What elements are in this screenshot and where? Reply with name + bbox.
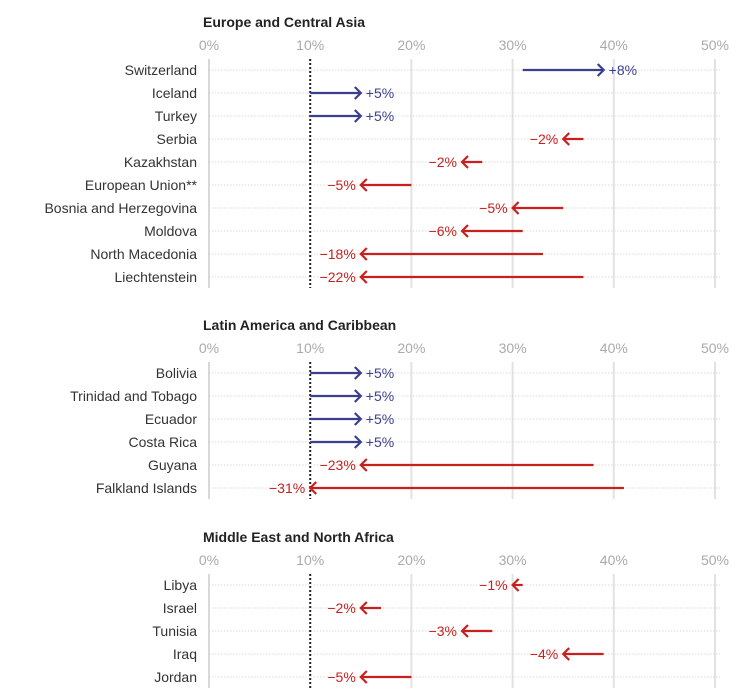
panel-title: Latin America and Caribbean	[203, 317, 396, 333]
arrowhead	[460, 224, 469, 238]
data-label: −23%	[320, 457, 356, 473]
category-label: Bosnia and Herzegovina	[44, 200, 197, 216]
category-label: Iraq	[173, 646, 197, 662]
chart-panel: Europe and Central Asia 0% 10% 20% 30% 40% 50%…	[44, 14, 729, 288]
data-label: +5%	[366, 434, 394, 450]
arrowhead	[359, 601, 368, 615]
x-tick-label: 10%	[296, 552, 324, 568]
arrowhead	[460, 624, 469, 638]
chart-panel: Middle East and North Africa 0% 10% 20% 30% 4…	[152, 529, 729, 688]
category-label: North Macedonia	[90, 246, 197, 262]
arrowhead	[359, 458, 368, 472]
data-label: −5%	[479, 200, 507, 216]
data-label: −6%	[429, 223, 457, 239]
x-tick-label: 20%	[397, 37, 425, 53]
arrowhead	[596, 63, 606, 77]
data-label: −31%	[269, 480, 305, 496]
panel-title: Middle East and North Africa	[203, 529, 394, 545]
arrowhead	[511, 201, 520, 215]
arrowhead	[354, 412, 363, 426]
panel-title: Europe and Central Asia	[203, 14, 365, 30]
category-label: Serbia	[157, 131, 198, 147]
x-tick-label: 0%	[199, 340, 219, 356]
category-label: Israel	[163, 600, 197, 616]
arrowhead	[354, 435, 363, 449]
data-label: +5%	[366, 365, 394, 381]
category-label: Guyana	[148, 457, 197, 473]
data-label: −2%	[327, 600, 355, 616]
data-label: −4%	[530, 646, 558, 662]
data-label: +5%	[366, 85, 394, 101]
category-label: Bolivia	[156, 365, 197, 381]
category-label: Liechtenstein	[114, 269, 197, 285]
arrowhead	[561, 647, 570, 661]
x-tick-label: 30%	[499, 37, 527, 53]
arrowhead	[354, 86, 363, 100]
x-tick-label: 20%	[397, 552, 425, 568]
x-tick-label: 40%	[600, 552, 628, 568]
arrowhead	[359, 247, 368, 261]
x-tick-label: 50%	[701, 552, 729, 568]
arrowhead	[359, 270, 368, 284]
x-tick-label: 0%	[199, 552, 219, 568]
chart-panel: Latin America and Caribbean 0% 10% 20% 30% 40…	[70, 317, 729, 499]
category-label: Kazakhstan	[124, 154, 197, 170]
arrowhead	[511, 578, 520, 592]
category-label: Falkland Islands	[96, 480, 197, 496]
arrowhead	[359, 178, 368, 192]
x-tick-label: 10%	[296, 340, 324, 356]
category-label: Turkey	[155, 108, 197, 124]
category-label: European Union**	[85, 177, 198, 193]
x-tick-label: 40%	[600, 340, 628, 356]
x-tick-label: 10%	[296, 37, 324, 53]
data-label: +5%	[366, 108, 394, 124]
x-tick-label: 50%	[701, 340, 729, 356]
category-label: Moldova	[144, 223, 197, 239]
x-tick-label: 30%	[499, 340, 527, 356]
data-label: +5%	[366, 388, 394, 404]
data-label: +5%	[366, 411, 394, 427]
data-label: −18%	[320, 246, 356, 262]
data-label: −3%	[429, 623, 457, 639]
x-tick-label: 30%	[499, 552, 527, 568]
data-label: −5%	[327, 177, 355, 193]
data-label: −2%	[429, 154, 457, 170]
category-label: Tunisia	[152, 623, 197, 639]
x-tick-label: 50%	[701, 37, 729, 53]
category-label: Libya	[164, 577, 198, 593]
category-label: Trinidad and Tobago	[70, 388, 197, 404]
arrowhead	[354, 109, 363, 123]
arrowhead	[354, 366, 363, 380]
arrowhead	[561, 132, 570, 146]
category-label: Jordan	[154, 669, 197, 685]
data-label: −1%	[479, 577, 507, 593]
arrowhead	[460, 155, 469, 169]
data-label: +8%	[609, 62, 637, 78]
arrowhead	[308, 481, 317, 495]
data-label: −2%	[530, 131, 558, 147]
arrowhead	[354, 389, 363, 403]
category-label: Costa Rica	[129, 434, 198, 450]
data-label: −22%	[320, 269, 356, 285]
data-label: −5%	[327, 669, 355, 685]
x-tick-label: 40%	[600, 37, 628, 53]
category-label: Switzerland	[125, 62, 197, 78]
x-tick-label: 20%	[397, 340, 425, 356]
category-label: Iceland	[152, 85, 197, 101]
arrowhead	[359, 670, 368, 684]
category-label: Ecuador	[145, 411, 197, 427]
x-tick-label: 0%	[199, 37, 219, 53]
